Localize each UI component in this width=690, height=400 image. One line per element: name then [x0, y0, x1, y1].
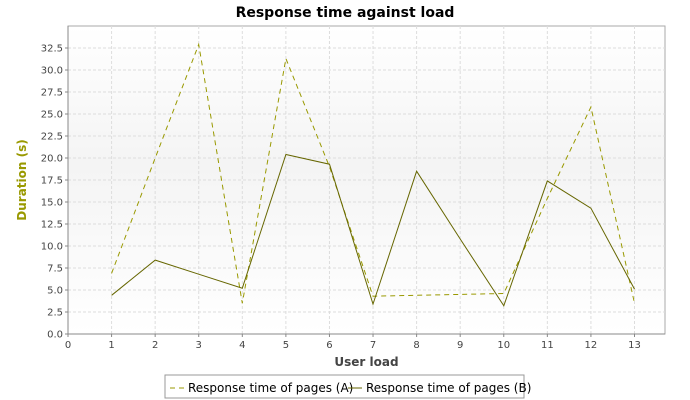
y-axis-label: Duration (s): [15, 139, 29, 220]
legend-box: [164, 374, 525, 399]
x-axis-label: User load: [334, 355, 398, 369]
x-tick-label: 3: [196, 340, 202, 351]
x-tick-label: 5: [283, 340, 289, 351]
y-tick-label: 17.5: [41, 176, 63, 187]
y-tick-label: 0.0: [47, 330, 63, 341]
y-tick-label: 32.5: [41, 44, 63, 55]
y-tick-label: 7.5: [47, 264, 63, 275]
x-tick-label: 9: [457, 340, 463, 351]
y-tick-label: 12.5: [41, 220, 63, 231]
x-tick-label: 6: [326, 340, 332, 351]
y-tick-label: 30.0: [41, 66, 63, 77]
axes: 0.0 2.5 5.0 7.5 10.0 12.5 15.0 17.5 20.0 22.5 25.0…: [41, 26, 665, 351]
y-tick-label: 2.5: [47, 308, 63, 319]
x-tick-label: 12: [585, 340, 598, 351]
legend: Response time of pages (A) Response time…: [164, 374, 531, 399]
x-tick-label: 13: [628, 340, 641, 351]
x-tick-label: 4: [239, 340, 245, 351]
legend-label-a: Response time of pages (A): [188, 381, 353, 395]
x-tick-label: 1: [108, 340, 114, 351]
series-line-a: [111, 42, 635, 304]
x-tick-label: 7: [370, 340, 376, 351]
y-tick-label: 15.0: [41, 198, 63, 209]
y-tick-label: 5.0: [47, 286, 63, 297]
y-tick-label: 27.5: [41, 88, 63, 99]
x-tick-label: 11: [541, 340, 554, 351]
series-line-b: [111, 153, 635, 307]
legend-label-b: Response time of pages (B): [366, 381, 531, 395]
x-tick-label: 2: [152, 340, 158, 351]
grid: [68, 26, 665, 334]
y-tick-label: 10.0: [41, 242, 63, 253]
y-tick-label: 22.5: [41, 132, 63, 143]
y-tick-label: 25.0: [41, 110, 63, 121]
series-layer: [111, 42, 635, 307]
x-tick-label: 8: [413, 340, 419, 351]
y-tick-label: 20.0: [41, 154, 63, 165]
x-tick-label: 0: [65, 340, 71, 351]
x-tick-label: 10: [497, 340, 510, 351]
chart-title: Response time against load: [236, 5, 455, 21]
